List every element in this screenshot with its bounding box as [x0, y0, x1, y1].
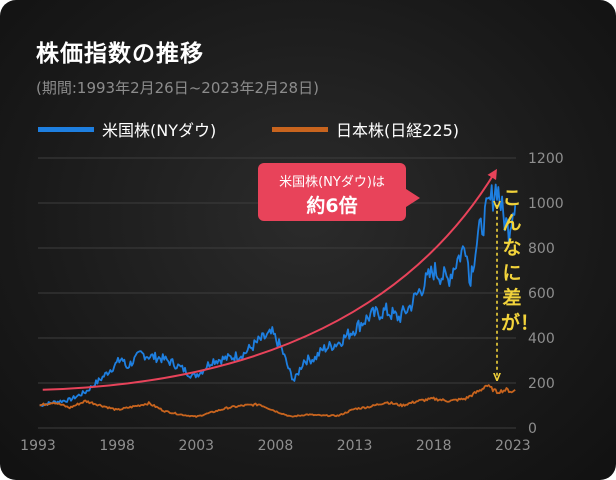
x-tick-label-1993: 1993	[20, 438, 56, 454]
y-tick-label-200: 200	[528, 376, 555, 392]
series-line-jp	[39, 384, 516, 418]
callout-line2: 約6倍	[306, 195, 358, 217]
gap-annotation: こんなに差が！	[501, 187, 540, 334]
x-tick-label-1998: 1998	[99, 438, 135, 454]
legend-label-us: 米国株(NYダウ)	[102, 121, 217, 140]
y-tick-label-0: 0	[528, 421, 537, 437]
legend-swatch-jp	[272, 126, 328, 132]
y-tick-label-800: 800	[528, 241, 555, 257]
x-tick-label-2003: 2003	[178, 438, 214, 454]
x-tick-label-2008: 2008	[258, 438, 294, 454]
y-tick-label-600: 600	[528, 286, 555, 302]
x-tick-label-2018: 2018	[416, 438, 452, 454]
chart-title: 株価指数の推移	[36, 41, 204, 67]
x-tick-label-2013: 2013	[337, 438, 373, 454]
callout-line1: 米国株(NYダウ)は	[279, 175, 385, 190]
legend-item-us: 米国株(NYダウ)	[38, 117, 216, 141]
legend-item-jp: 日本株(日経225)	[272, 117, 459, 141]
callout-box: 米国株(NYダウ)は 約6倍	[258, 163, 420, 221]
legend-label-jp: 日本株(日経225)	[336, 121, 460, 140]
legend-swatch-us	[38, 126, 94, 132]
y-tick-label-1000: 1000	[528, 196, 564, 212]
trend-arrow	[42, 168, 497, 391]
x-tick-label-2023: 2023	[495, 438, 531, 454]
y-tick-label-400: 400	[528, 331, 555, 347]
y-tick-label-1200: 1200	[528, 151, 564, 167]
chart-subtitle: (期間:1993年2月26日~2023年2月28日)	[36, 79, 319, 97]
